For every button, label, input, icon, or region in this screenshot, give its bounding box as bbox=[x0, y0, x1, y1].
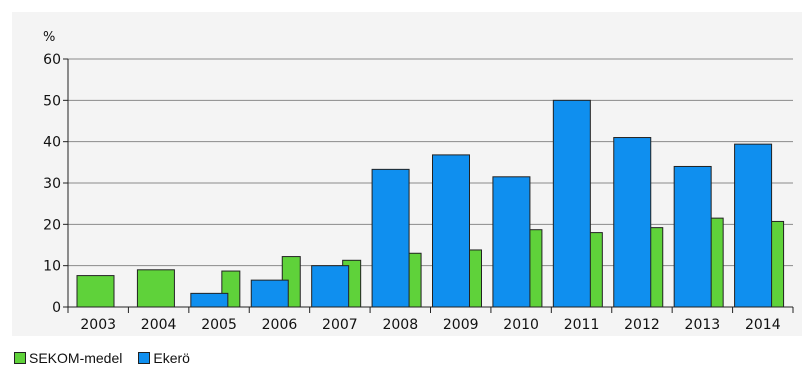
x-tick-label: 2004 bbox=[141, 317, 177, 333]
bar-ekero bbox=[250, 279, 289, 308]
y-tick-label: 40 bbox=[43, 135, 61, 151]
bar-ekero bbox=[492, 176, 531, 308]
x-tick-label: 2003 bbox=[80, 317, 116, 333]
x-tick-label: 2011 bbox=[564, 317, 600, 333]
bar-sekom-medel bbox=[76, 275, 115, 308]
legend-swatch-ekero bbox=[138, 352, 151, 364]
bar-ekero bbox=[190, 292, 229, 308]
y-tick-label: 60 bbox=[43, 52, 61, 68]
bar-sekom-medel bbox=[136, 269, 175, 308]
legend-label-sekom: SEKOM-medel bbox=[29, 350, 123, 366]
y-tick-label: 10 bbox=[43, 259, 61, 275]
x-tick-label: 2006 bbox=[262, 317, 298, 333]
x-tick-label: 2013 bbox=[685, 317, 721, 333]
y-tick-label: 0 bbox=[52, 300, 61, 316]
legend-label-ekero: Ekerö bbox=[153, 350, 190, 366]
legend: SEKOM-medel Ekerö bbox=[14, 350, 206, 366]
bar-ekero bbox=[311, 265, 350, 308]
x-tick-label: 2005 bbox=[201, 317, 237, 333]
y-tick-label: 20 bbox=[43, 217, 61, 233]
bar-ekero bbox=[673, 165, 712, 308]
x-tick-label: 2007 bbox=[322, 317, 358, 333]
bar-ekero bbox=[371, 168, 410, 308]
y-axis-label: % bbox=[43, 30, 55, 45]
x-tick-label: 2014 bbox=[745, 317, 781, 333]
legend-swatch-sekom bbox=[14, 352, 26, 364]
x-tick-label: 2010 bbox=[503, 317, 539, 333]
bar-ekero bbox=[552, 99, 591, 308]
x-tick-label: 2012 bbox=[624, 317, 660, 333]
bar-ekero bbox=[432, 154, 470, 308]
x-tick-label: 2008 bbox=[382, 317, 418, 333]
x-tick-label: 2009 bbox=[443, 317, 479, 333]
bar-ekero bbox=[734, 143, 773, 308]
y-tick-label: 50 bbox=[43, 93, 61, 109]
bar-ekero bbox=[613, 137, 652, 308]
legend-item-ekero: Ekerö bbox=[138, 350, 190, 366]
y-tick-label: 30 bbox=[43, 176, 61, 192]
legend-item-sekom: SEKOM-medel bbox=[14, 350, 122, 366]
